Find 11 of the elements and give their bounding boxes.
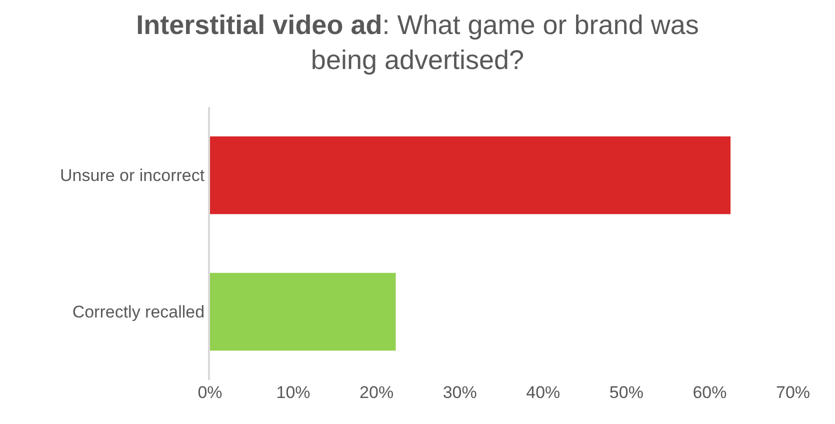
- x-tick-label: 10%: [276, 383, 310, 402]
- x-tick-label: 0%: [198, 383, 222, 402]
- x-tick-label: 40%: [526, 383, 560, 402]
- x-tick-label: 30%: [442, 383, 477, 402]
- y-tick-label: Correctly recalled: [72, 302, 205, 322]
- y-tick-label: Unsure or incorrect: [60, 166, 205, 186]
- x-tick-label: 60%: [692, 383, 727, 402]
- chart-title: Interstitial video ad: What game or brand was being advertised?: [136, 10, 699, 76]
- x-tick-label: 50%: [609, 383, 644, 402]
- x-tick-label: 20%: [360, 383, 394, 402]
- x-tick-label: 70%: [776, 383, 810, 402]
